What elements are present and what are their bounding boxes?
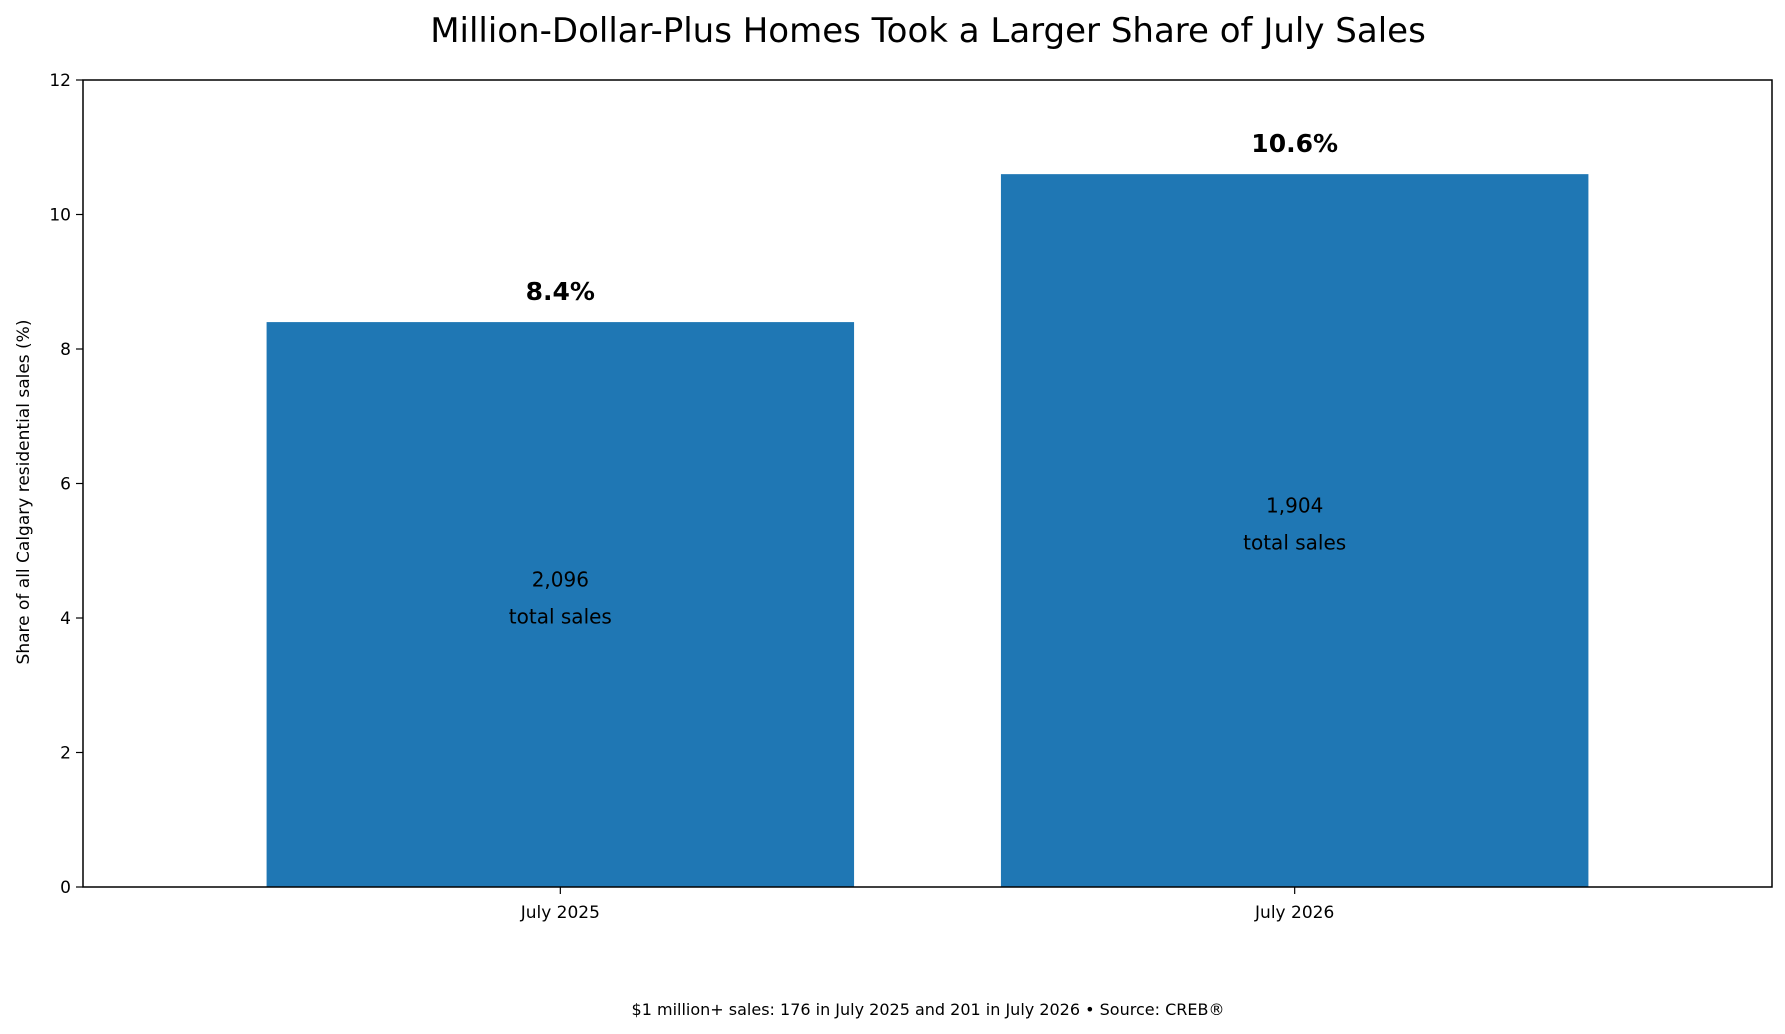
y-tick-label: 8 [60,340,71,360]
plot-area-frame [82,79,1773,888]
bar-total-sales-caption: total sales [509,605,612,629]
bar [266,322,855,888]
bar [1000,174,1589,887]
y-tick-label: 0 [60,878,71,898]
x-axis: July 2025 July 2026 [520,887,1334,923]
bar-value-label: 8.4% [526,277,595,306]
bar-total-sales-count: 2,096 [532,568,589,592]
chart-title: Million-Dollar-Plus Homes Took a Larger … [430,11,1426,51]
source-footnote: $1 million+ sales: 176 in July 2025 and … [632,1000,1225,1019]
y-tick-label: 12 [49,71,71,91]
y-axis: 0 2 4 6 8 10 12 [49,71,83,898]
bars-group: 8.4% 2,096 total sales 10.6% 1,904 total sale… [266,129,1589,888]
y-tick-label: 4 [60,609,71,629]
y-tick-label: 10 [49,206,71,226]
bar-value-label: 10.6% [1251,129,1338,158]
y-axis-label: Share of all Calgary residential sales (… [14,320,34,665]
y-tick-label: 6 [60,475,71,495]
bar-total-sales-caption: total sales [1243,531,1346,555]
x-tick-label: July 2025 [520,903,600,923]
bar-total-sales-count: 1,904 [1266,494,1323,518]
y-tick-label: 2 [60,744,71,764]
x-tick-label: July 2026 [1254,903,1334,923]
